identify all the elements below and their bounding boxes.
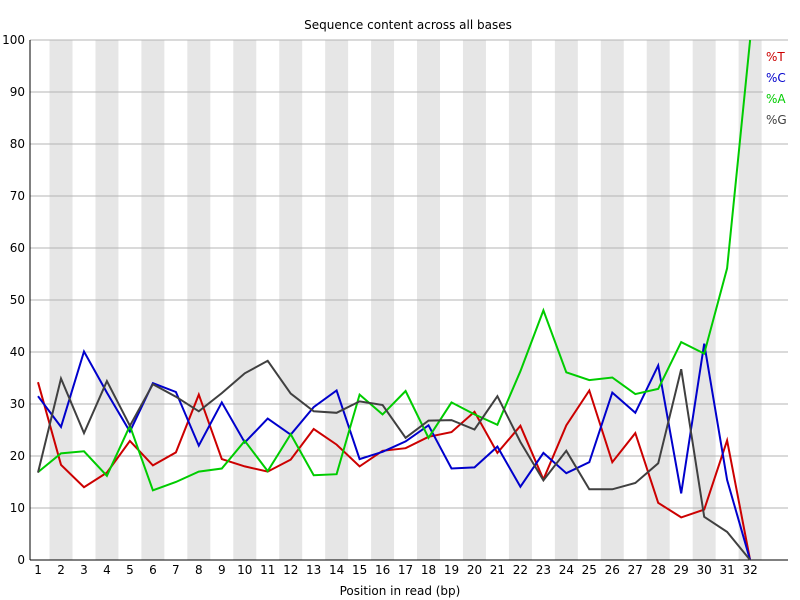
series-lines xyxy=(37,39,752,561)
axes xyxy=(29,40,788,561)
x-tick-label: 31 xyxy=(719,563,734,577)
y-tick-label: 30 xyxy=(10,397,25,411)
x-tick-label: 2 xyxy=(57,563,65,577)
x-tick-label: 14 xyxy=(329,563,344,577)
x-tick-label: 10 xyxy=(237,563,252,577)
legend-entry: %C xyxy=(766,71,786,85)
y-tick-labels: 0 10 20 30 40 50 60 70 80 90 100 xyxy=(2,33,25,567)
y-tick-label: 90 xyxy=(10,85,25,99)
series-line-pct-a xyxy=(37,39,752,492)
x-tick-label: 11 xyxy=(260,563,275,577)
x-tick-label: 21 xyxy=(490,563,505,577)
y-tick-label: 80 xyxy=(10,137,25,151)
x-tick-label: 28 xyxy=(651,563,666,577)
x-tick-label: 3 xyxy=(80,563,88,577)
y-tick-label: 60 xyxy=(10,241,25,255)
x-tick-label: 5 xyxy=(126,563,134,577)
x-tick-label: 16 xyxy=(375,563,390,577)
x-tick-label: 25 xyxy=(582,563,597,577)
legend-box xyxy=(763,46,791,134)
x-tick-label: 8 xyxy=(195,563,203,577)
x-tick-label: 26 xyxy=(605,563,620,577)
y-tick-label: 70 xyxy=(10,189,25,203)
x-tick-label: 22 xyxy=(513,563,528,577)
x-tick-label: 29 xyxy=(674,563,689,577)
y-tick-label: 0 xyxy=(17,553,25,567)
x-tick-label: 1 xyxy=(34,563,42,577)
chart-title: Sequence content across all bases xyxy=(304,18,512,32)
series-line-pct-g xyxy=(37,359,751,561)
legend-entry: %A xyxy=(766,92,786,106)
series-line-pct-t xyxy=(37,381,752,561)
x-tick-label: 12 xyxy=(283,563,298,577)
y-tick-label: 100 xyxy=(2,33,25,47)
series-line-pct-c xyxy=(37,343,752,561)
x-tick-labels: 1 2 3 4 5 6 7 8 9 10 11 12 13 14 15 16 17 18 19 20 21 22 23 24 2… xyxy=(34,563,758,577)
x-tick-label: 6 xyxy=(149,563,157,577)
y-tick-label: 10 xyxy=(10,501,25,515)
x-tick-label: 13 xyxy=(306,563,321,577)
x-tick-label: 20 xyxy=(467,563,482,577)
x-tick-label: 24 xyxy=(559,563,574,577)
x-tick-label: 32 xyxy=(742,563,757,577)
x-tick-label: 19 xyxy=(444,563,459,577)
legend-entry: %T xyxy=(766,50,785,64)
legend: %T %C %A %G xyxy=(763,46,791,134)
legend-entry: %G xyxy=(766,113,787,127)
gridlines xyxy=(30,39,788,561)
y-tick-label: 50 xyxy=(10,293,25,307)
x-tick-label: 17 xyxy=(398,563,413,577)
x-tick-label: 30 xyxy=(697,563,712,577)
x-tick-label: 15 xyxy=(352,563,367,577)
x-tick-label: 7 xyxy=(172,563,180,577)
y-tick-label: 40 xyxy=(10,345,25,359)
x-axis-label: Position in read (bp) xyxy=(340,584,461,598)
x-tick-label: 18 xyxy=(421,563,436,577)
x-tick-label: 4 xyxy=(103,563,111,577)
x-tick-label: 23 xyxy=(536,563,551,577)
x-tick-label: 27 xyxy=(628,563,643,577)
x-tick-label: 9 xyxy=(218,563,226,577)
y-tick-label: 20 xyxy=(10,449,25,463)
